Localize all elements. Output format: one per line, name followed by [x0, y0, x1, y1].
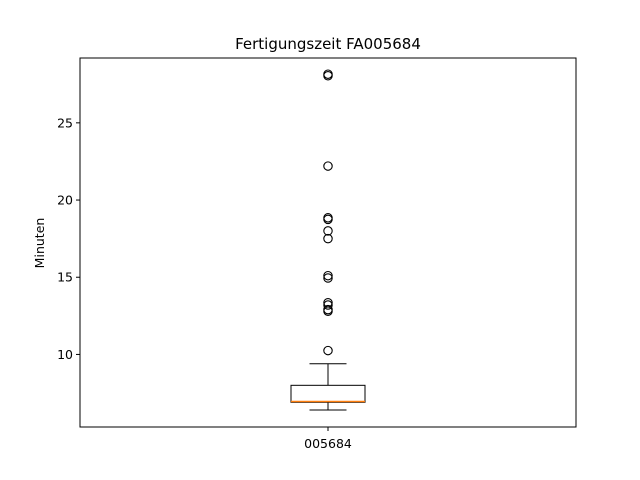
x-axis: 005684	[304, 427, 352, 451]
y-tick-label: 25	[57, 115, 73, 130]
box-group	[290, 69, 366, 411]
outlier-point	[323, 273, 333, 283]
x-tick-label: 005684	[304, 436, 352, 451]
outlier-point	[323, 300, 333, 310]
outlier-point	[323, 213, 333, 223]
outlier-point	[323, 297, 333, 308]
outlier-point	[323, 226, 333, 236]
outlier-point	[323, 233, 333, 244]
outlier-point	[323, 270, 333, 281]
chart-title: Fertigungszeit FA005684	[235, 35, 421, 53]
outlier-point	[323, 304, 333, 315]
y-tick-label: 15	[57, 270, 73, 285]
outlier-point	[323, 345, 333, 356]
y-axis-label: Minuten	[32, 218, 47, 269]
y-tick-label: 10	[57, 347, 73, 362]
outlier-point	[323, 69, 333, 79]
outlier-point	[323, 161, 333, 171]
box	[290, 384, 366, 403]
y-axis: 10 15 20 25	[57, 115, 80, 362]
y-tick-label: 20	[57, 193, 73, 208]
